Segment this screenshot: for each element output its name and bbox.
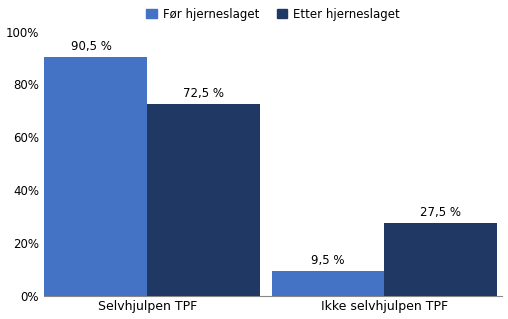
Text: 72,5 %: 72,5 % <box>183 87 224 100</box>
Text: 27,5 %: 27,5 % <box>420 206 461 219</box>
Bar <box>35 57 147 296</box>
Bar <box>147 104 260 296</box>
Legend: Før hjerneslaget, Etter hjerneslaget: Før hjerneslaget, Etter hjerneslaget <box>141 3 405 26</box>
Text: 90,5 %: 90,5 % <box>71 40 112 53</box>
Text: 9,5 %: 9,5 % <box>311 254 344 267</box>
Bar <box>384 223 496 296</box>
Bar <box>272 271 384 296</box>
